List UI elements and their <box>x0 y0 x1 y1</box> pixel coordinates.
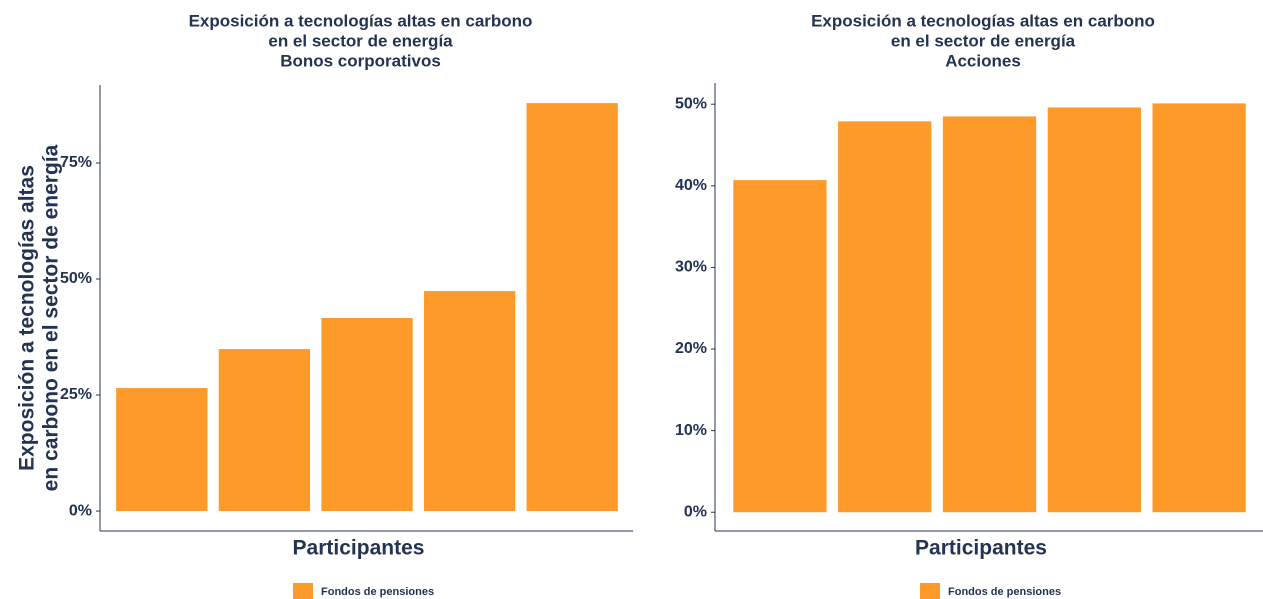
x-axis-label: Participantes <box>915 537 1047 560</box>
legend-swatch <box>293 583 313 599</box>
y-tick-label: 40% <box>675 177 707 194</box>
legend-label: Fondos de pensiones <box>948 586 1061 598</box>
x-axis-label: Participantes <box>293 537 425 560</box>
bar <box>116 388 208 512</box>
y-tick-label: 30% <box>675 259 707 276</box>
y-tick-label: 0% <box>684 503 707 520</box>
bar <box>942 116 1037 513</box>
chart-title: en el sector de energía <box>891 31 1076 50</box>
bar <box>838 121 932 513</box>
y-tick-label: 20% <box>675 340 707 357</box>
y-tick-label: 25% <box>60 386 92 403</box>
bar <box>733 180 827 513</box>
chart-title: Exposición a tecnologías altas en carbon… <box>189 11 533 30</box>
bar <box>423 291 516 512</box>
bar <box>1047 107 1141 513</box>
legend-swatch <box>920 583 940 599</box>
y-tick-label: 50% <box>60 270 92 287</box>
chart-title: Bonos corporativos <box>280 51 441 70</box>
y-tick-label: 75% <box>60 154 92 171</box>
y-tick-label: 10% <box>675 422 707 439</box>
chart-title: en el sector de energía <box>268 31 453 50</box>
bar <box>1152 103 1246 513</box>
y-tick-label: 50% <box>675 95 707 112</box>
bar <box>218 349 311 512</box>
chart-title: Exposición a tecnologías altas en carbon… <box>811 11 1155 30</box>
y-axis-label: Exposición a tecnologías altas <box>16 165 39 471</box>
bar <box>321 317 413 512</box>
legend-label: Fondos de pensiones <box>321 586 434 598</box>
y-axis-label: en carbono en el sector de energía <box>40 144 63 491</box>
chart-title: Acciones <box>945 51 1021 70</box>
bar <box>526 103 618 512</box>
y-tick-label: 0% <box>69 502 92 519</box>
